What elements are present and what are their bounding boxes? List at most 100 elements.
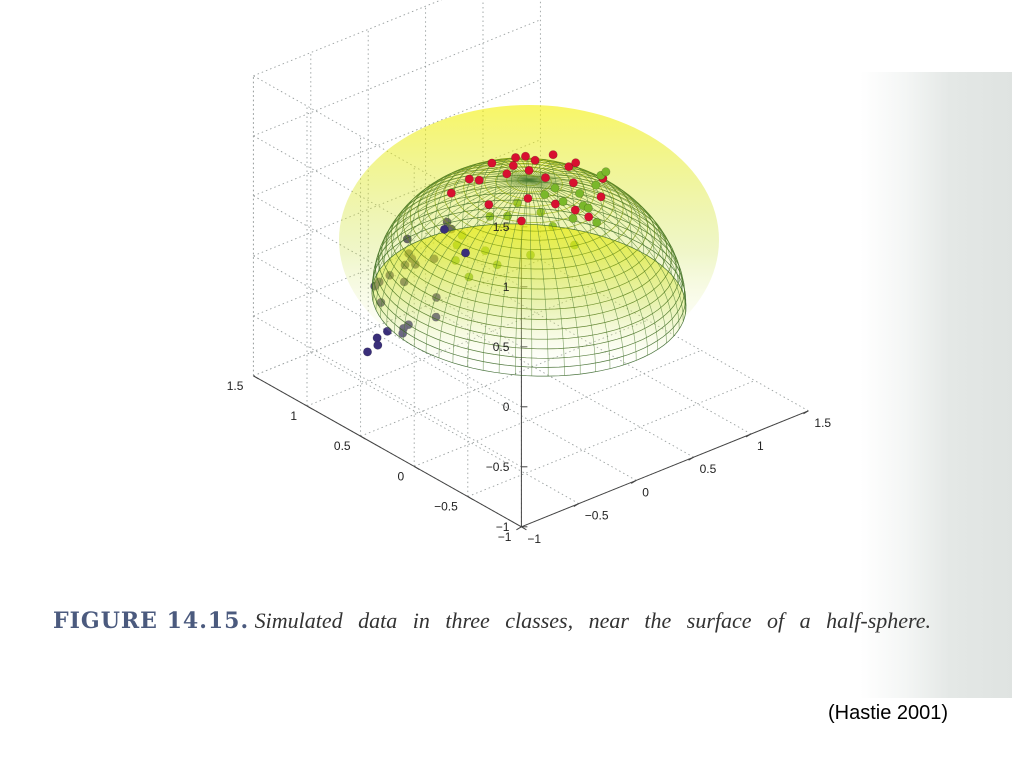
class-red-point (523, 193, 533, 203)
surface-meridian-line (493, 157, 530, 225)
grid-line (253, 19, 541, 137)
surface-meridian-line (413, 179, 530, 347)
x-tick (306, 405, 313, 410)
y-tick-label: −0.5 (585, 509, 609, 523)
z-tick-label: 0.5 (493, 340, 510, 354)
class-red-point (540, 173, 550, 183)
surface-meridian-line (400, 170, 530, 251)
surface-meridian-line (380, 179, 530, 318)
surface-meridian-line (378, 176, 530, 271)
surface-meridian-line (528, 179, 658, 350)
page-edge (1012, 72, 1024, 698)
surface-meridian-line (391, 172, 530, 257)
surface-meridian-line (528, 173, 655, 261)
class-red-point (502, 169, 512, 179)
class-red-point (568, 178, 578, 188)
grid-line (414, 349, 702, 467)
grid-line (467, 380, 755, 498)
z-tick-label: −1 (496, 520, 510, 534)
surface-meridian-line (528, 164, 606, 238)
x-tick (521, 526, 527, 531)
front-points-layer (439, 150, 611, 258)
y-tick (573, 503, 580, 508)
surface-meridian-line (528, 179, 667, 344)
class-red-point (564, 162, 574, 172)
surface-meridian-line (528, 179, 549, 377)
class-red-point (487, 158, 497, 168)
class-red-point (550, 199, 560, 209)
class-red-point (484, 200, 494, 210)
x-tick-label: 0.5 (334, 439, 351, 453)
class-green-point (568, 213, 578, 223)
y-tick-label: 1 (757, 439, 764, 453)
surface-meridian-line (467, 179, 530, 368)
surface-meridian-line (452, 179, 530, 363)
class-red-point (464, 174, 474, 184)
class-red-point (474, 175, 484, 185)
surface-meridian-line (410, 167, 530, 245)
class-red-point (596, 192, 606, 202)
figure-caption-text: Simulated data in three classes, near th… (254, 608, 932, 633)
z-tick-label: 1 (503, 280, 510, 294)
class-purple-point (439, 224, 449, 234)
class-green-point (574, 188, 584, 198)
z-tick-label: 1.5 (493, 220, 510, 234)
surface-meridian-line (498, 179, 530, 374)
surface-meridian-line (528, 179, 648, 356)
surface-meridian-line (528, 179, 533, 376)
surface-meridian-line (528, 159, 560, 228)
surface-meridian-line (528, 179, 686, 314)
citation: (Hastie 2001) (828, 702, 949, 724)
class-red-point (524, 165, 534, 175)
surface-meridian-line (528, 179, 637, 361)
class-green-point (592, 217, 602, 227)
grid-line (425, 305, 694, 458)
class-green-point (601, 167, 611, 177)
surface-meridian-line (372, 179, 530, 303)
y-tick-label: 1.5 (814, 416, 831, 430)
y-tick (745, 433, 752, 438)
class-red-point (446, 188, 456, 198)
x-tick-label: 1 (290, 409, 297, 423)
surface-meridian-line (528, 179, 581, 375)
surface-meridian-line (528, 170, 645, 254)
surface-meridian-line (375, 179, 530, 311)
z-tick-label: 0 (503, 400, 510, 414)
x-tick (360, 435, 366, 440)
y-tick-label: 0 (642, 485, 649, 499)
surface-meridian-line (403, 179, 530, 340)
y-tick-label: −1 (527, 532, 541, 546)
x-tick-label: −0.5 (434, 500, 458, 514)
class-red-point (520, 151, 530, 161)
tick-labels: 1.510.50−0.5−11.510.50−0.5−1 −1−0.500.511… (227, 220, 832, 546)
x-tick-label: 1.5 (227, 379, 244, 393)
surface-meridian-line (528, 160, 576, 230)
surface-meridian-line (528, 179, 680, 330)
surface-meridian-line (434, 163, 530, 236)
surface-meridian-line (528, 179, 611, 369)
surface-meridian-line (528, 176, 672, 275)
class-green-point (583, 203, 593, 213)
class-green-point (550, 183, 560, 193)
class-purple-point (460, 248, 470, 258)
surface-meridian-line (386, 179, 530, 326)
surface-meridian-line (528, 179, 684, 322)
surface-meridian-line (374, 177, 530, 279)
class-green-point (558, 197, 568, 207)
x-axis-line (253, 375, 522, 528)
class-red-point (570, 205, 580, 215)
class-green-point (591, 180, 601, 190)
x-tick-label: 0 (398, 469, 405, 483)
grid-line (253, 315, 522, 468)
surface-meridian-line (528, 179, 596, 372)
x-tick-label: −1 (498, 530, 512, 544)
z-tick-label: −0.5 (486, 460, 510, 474)
x-tick (413, 465, 420, 470)
figure-label: FIGURE 14.15. (53, 608, 250, 634)
y-tick (630, 479, 637, 484)
grid-line (367, 329, 637, 481)
y-axis-line (521, 410, 809, 528)
surface-meridian-line (482, 179, 530, 371)
class-green-point (540, 190, 550, 200)
surface-meridian-line (384, 174, 530, 264)
